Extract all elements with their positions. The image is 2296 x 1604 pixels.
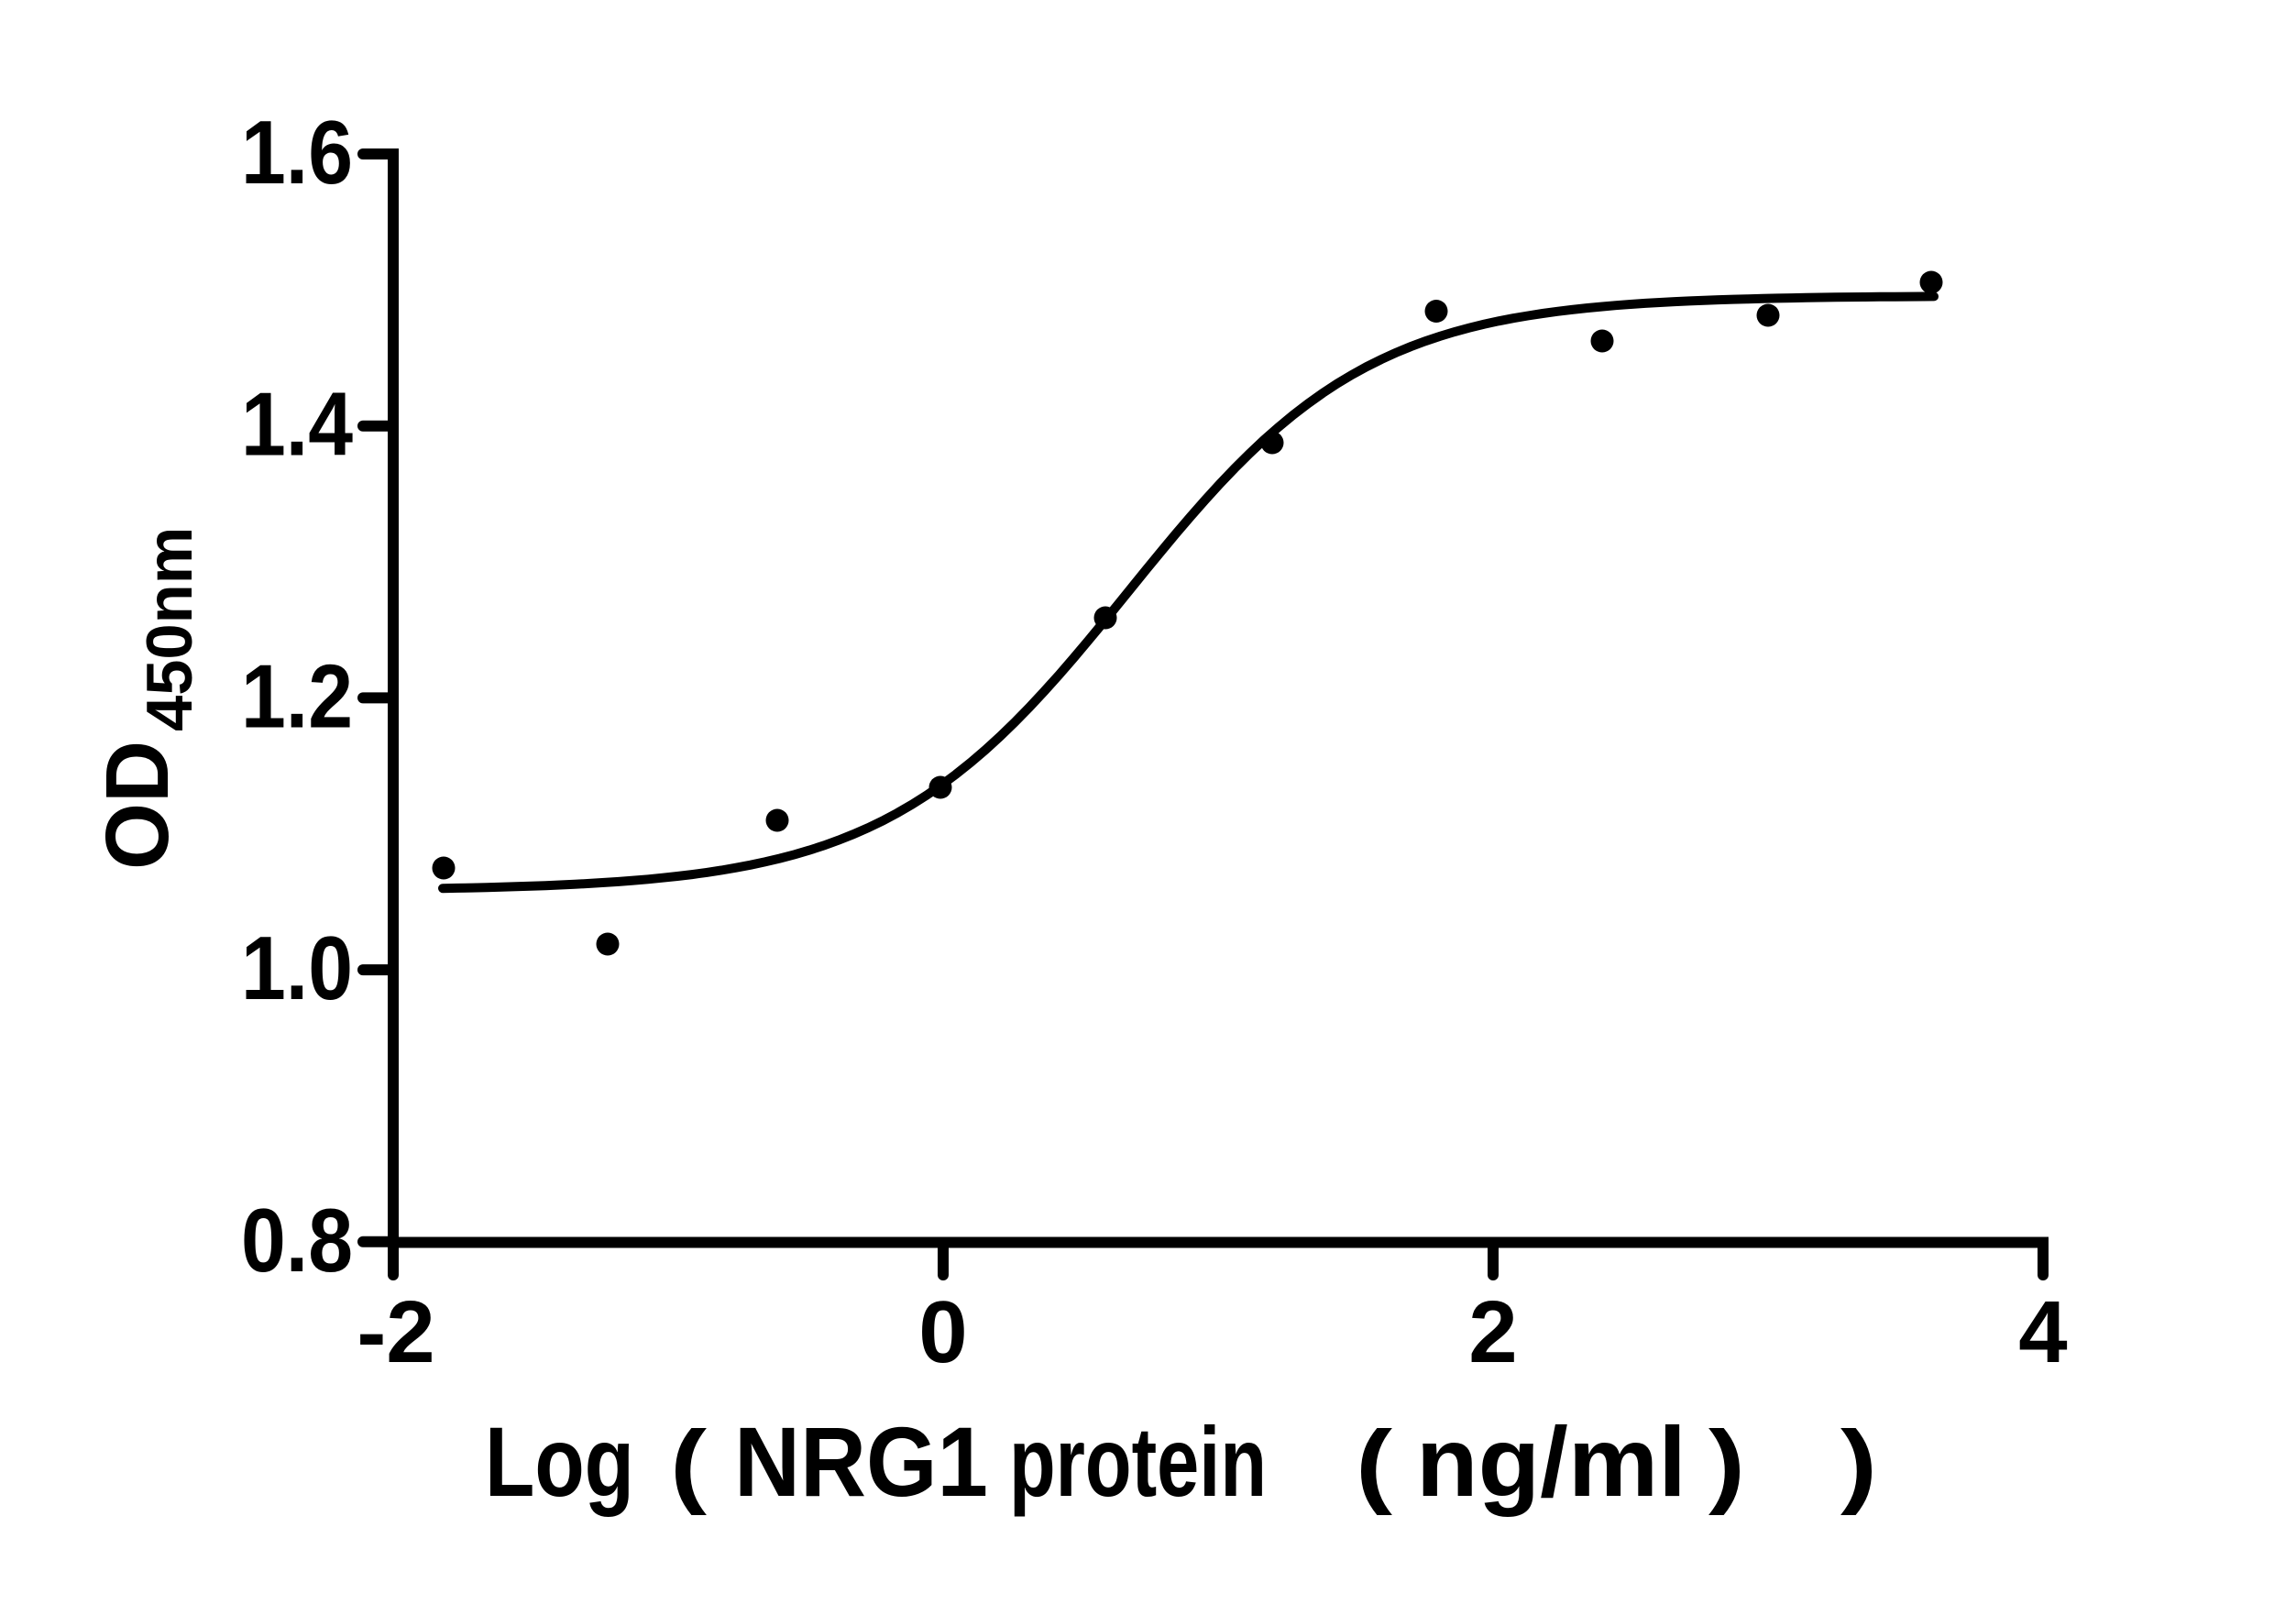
svg-text:Log: Log	[485, 1406, 634, 1517]
svg-text:2: 2	[1468, 1283, 1517, 1381]
svg-text:): )	[1708, 1412, 1745, 1516]
svg-text:1.0: 1.0	[241, 917, 353, 1018]
svg-text:0: 0	[918, 1283, 967, 1381]
svg-text:1.2: 1.2	[241, 645, 353, 746]
svg-text:): )	[1840, 1412, 1877, 1516]
svg-text:(: (	[670, 1412, 707, 1516]
svg-text:0.8: 0.8	[241, 1190, 353, 1291]
svg-text:1.6: 1.6	[241, 102, 353, 203]
svg-text:protein: protein	[1009, 1406, 1267, 1517]
svg-text:-2: -2	[357, 1283, 434, 1381]
svg-text:ng/ml: ng/ml	[1416, 1406, 1686, 1517]
svg-text:(: (	[1356, 1412, 1392, 1516]
svg-text:NRG1: NRG1	[734, 1406, 988, 1517]
svg-text:1.4: 1.4	[241, 374, 353, 475]
svg-text:OD: OD	[87, 741, 187, 870]
svg-text:450nm: 450nm	[133, 527, 205, 731]
svg-text:4: 4	[2018, 1283, 2067, 1381]
